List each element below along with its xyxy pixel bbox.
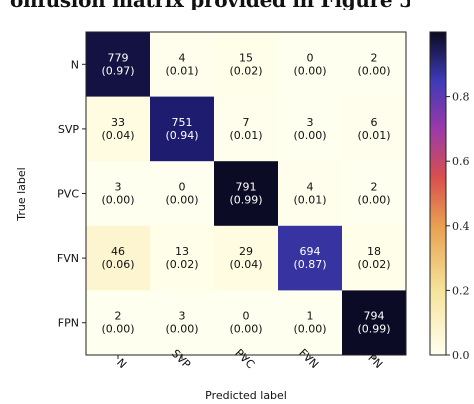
cell-fraction-label: (0.00): [293, 323, 326, 336]
heatmap-cell: [150, 225, 215, 291]
colorbar-tick-label: 0.8: [452, 91, 470, 104]
colorbar-tick-label: 0.0: [452, 349, 470, 362]
heatmap-cell: [86, 96, 151, 162]
cell-count-label: 3: [307, 116, 314, 129]
colorbar-ticks: 0.0 0.2 0.4 0.6 0.8: [446, 91, 470, 362]
heatmap-cell: [214, 161, 279, 227]
cell-fraction-label: (0.94): [165, 129, 198, 142]
cell-count-label: 4: [179, 51, 186, 64]
cell-count-label: 2: [115, 310, 122, 323]
cell-count-label: 0: [243, 310, 250, 323]
heatmap-cell: [86, 290, 151, 356]
cell-fraction-label: (0.02): [165, 258, 198, 271]
heatmap-cell: [150, 161, 215, 227]
cell-fraction-label: (0.01): [357, 129, 390, 142]
heatmap-cell: [214, 32, 279, 98]
heatmap-cell: [214, 96, 279, 162]
heatmap-cell: [342, 290, 407, 356]
heatmap-cell: [278, 161, 343, 227]
heatmap-cell: [150, 290, 215, 356]
heatmap-cell: [342, 96, 407, 162]
cell-count-label: 2: [371, 181, 378, 194]
cell-fraction-label: (0.87): [293, 258, 326, 271]
cell-fraction-label: (0.02): [229, 64, 262, 77]
cell-fraction-label: (0.99): [357, 323, 390, 336]
cell-count-label: 7: [243, 116, 250, 129]
heatmap-cell: [214, 225, 279, 291]
cell-fraction-label: (0.00): [229, 323, 262, 336]
figure-caption-fragment: onfusion matrix provided in Figure 5.: [10, 0, 410, 10]
cell-count-label: 15: [239, 51, 253, 64]
cell-fraction-label: (0.00): [293, 64, 326, 77]
cell-fraction-label: (0.00): [293, 129, 326, 142]
cell-count-label: 18: [367, 245, 381, 258]
y-tick-label: FPN: [58, 317, 79, 330]
heatmap-cell: [86, 161, 151, 227]
cell-fraction-label: (0.97): [101, 64, 134, 77]
cell-fraction-label: (0.06): [101, 258, 134, 271]
cell-count-label: 794: [364, 310, 385, 323]
cell-count-label: 4: [307, 181, 314, 194]
heatmap-cell: [150, 32, 215, 98]
heatmap-cell: [278, 290, 343, 356]
cell-count-label: 29: [239, 245, 253, 258]
cell-count-label: 779: [108, 51, 129, 64]
cell-fraction-label: (0.01): [229, 129, 262, 142]
cell-count-label: 0: [179, 181, 186, 194]
y-tick-label: SVP: [58, 123, 80, 136]
x-axis-label: Predicted label: [205, 389, 287, 402]
cell-count-label: 2: [371, 51, 378, 64]
cell-fraction-label: (0.04): [101, 129, 134, 142]
heatmap-cell: [86, 32, 151, 98]
cell-fraction-label: (0.00): [165, 323, 198, 336]
heatmap-cell: [342, 32, 407, 98]
y-tick-label: PVC: [57, 188, 79, 201]
cell-count-label: 13: [175, 245, 189, 258]
cell-fraction-label: (0.04): [229, 258, 262, 271]
heatmap-cell: [86, 225, 151, 291]
cell-count-label: 6: [371, 116, 378, 129]
heatmap-cell: [214, 290, 279, 356]
heatmap-cell: [278, 32, 343, 98]
y-axis-label: True label: [15, 167, 28, 221]
x-tick-label: N: [114, 356, 129, 371]
cell-count-label: 46: [111, 245, 125, 258]
cell-count-label: 1: [307, 310, 314, 323]
cell-fraction-label: (0.01): [293, 194, 326, 207]
heatmap-cell: [150, 96, 215, 162]
cell-fraction-label: (0.00): [101, 194, 134, 207]
cell-count-label: 0: [307, 51, 314, 64]
heatmap-cells: 779(0.97)4(0.01)15(0.02)0(0.00)2(0.00)33…: [86, 32, 407, 356]
heatmap-cell: [278, 96, 343, 162]
y-tick-label: FVN: [57, 252, 79, 265]
cell-fraction-label: (0.00): [101, 323, 134, 336]
heatmap-cell: [342, 225, 407, 291]
colorbar-tick-label: 0.4: [452, 220, 470, 233]
heatmap-cell: [342, 161, 407, 227]
cell-fraction-label: (0.00): [165, 194, 198, 207]
colorbar: [429, 31, 447, 356]
cell-fraction-label: (0.00): [357, 64, 390, 77]
cell-count-label: 33: [111, 116, 125, 129]
heatmap-cell: [278, 225, 343, 291]
cell-count-label: 3: [115, 181, 122, 194]
cell-fraction-label: (0.99): [229, 194, 262, 207]
cell-fraction-label: (0.01): [165, 64, 198, 77]
colorbar-tick-label: 0.2: [452, 284, 470, 297]
cell-count-label: 694: [300, 245, 321, 258]
colorbar-tick-label: 0.6: [452, 155, 470, 168]
cell-fraction-label: (0.02): [357, 258, 390, 271]
cell-count-label: 751: [172, 116, 193, 129]
y-tick-label: N: [71, 58, 79, 71]
cell-fraction-label: (0.00): [357, 194, 390, 207]
cell-count-label: 791: [236, 181, 257, 194]
cell-count-label: 3: [179, 310, 186, 323]
